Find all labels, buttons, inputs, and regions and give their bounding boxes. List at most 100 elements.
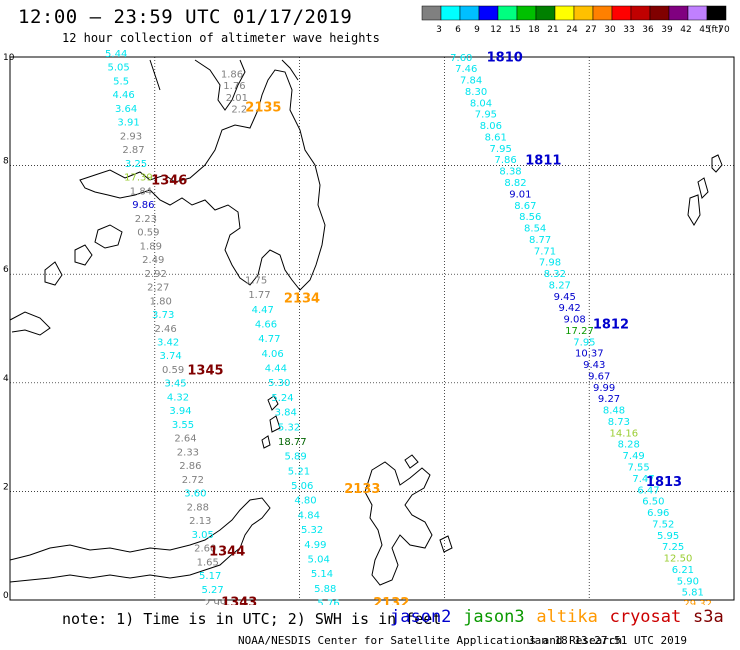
wave-height-value: 2.46 bbox=[155, 324, 177, 335]
wave-height-value: 8.48 bbox=[603, 406, 625, 417]
pass-label: 1813 bbox=[646, 475, 682, 490]
wave-height-value: 4.99 bbox=[304, 540, 326, 551]
wave-height-value: 5.32 bbox=[278, 422, 300, 433]
wave-height-value: 3.55 bbox=[172, 420, 194, 431]
wave-height-value: 3.05 bbox=[192, 530, 214, 541]
wave-height-value: 2.88 bbox=[187, 502, 209, 513]
satellite-cryosat: cryosat bbox=[609, 607, 682, 627]
pass-label: 1810 bbox=[487, 50, 523, 65]
wave-height-value: 8.32 bbox=[544, 269, 566, 280]
legend-label: 36 bbox=[642, 25, 654, 35]
wave-height-value: 1.80 bbox=[150, 296, 172, 307]
pass-label: 2135 bbox=[245, 100, 281, 115]
satellite-altika: altika bbox=[536, 607, 598, 627]
wave-height-value: 4.06 bbox=[261, 349, 283, 360]
wave-height-value: 9.99 bbox=[593, 383, 615, 394]
graticule: 1201231261291321350246810 bbox=[3, 53, 734, 601]
wave-height-value: 2.2 bbox=[231, 104, 247, 115]
legend-label: 70 bbox=[718, 25, 730, 35]
wave-height-value: 17.39 bbox=[124, 173, 153, 184]
timestamp: Jan 18 13:27:51 UTC 2019 bbox=[528, 634, 687, 647]
wave-height-value: 7.47 bbox=[632, 474, 654, 485]
wave-height-value: 2.99 bbox=[204, 599, 226, 605]
wave-height-value: 8.67 bbox=[514, 201, 536, 212]
wave-height-value: 9.67 bbox=[588, 371, 610, 382]
pass-label: 1344 bbox=[209, 544, 245, 559]
wave-height-value: 14.16 bbox=[610, 428, 639, 439]
legend-label: 39 bbox=[661, 25, 673, 35]
wave-height-value: 8.04 bbox=[470, 98, 492, 109]
legend-label: 45 bbox=[699, 25, 710, 35]
wave-height-value: 2.01 bbox=[226, 93, 248, 104]
wave-height-value: 7.71 bbox=[534, 246, 556, 257]
wave-height-value: 4.32 bbox=[167, 392, 189, 403]
pass-label: 2133 bbox=[344, 482, 380, 497]
wave-height-value: 8.77 bbox=[529, 235, 551, 246]
wave-height-value: 3.25 bbox=[125, 159, 147, 170]
wave-height-value: 12.50 bbox=[664, 554, 693, 565]
wave-height-value: 9.42 bbox=[559, 303, 581, 314]
wave-height-value: 2.93 bbox=[120, 131, 142, 142]
wave-height-value: 8.56 bbox=[519, 212, 541, 223]
wave-height-value: 1.86 bbox=[221, 70, 243, 81]
wave-height-value: 5.5 bbox=[113, 76, 129, 87]
wave-height-value: 4.47 bbox=[252, 305, 274, 316]
wave-height-value: 7.55 bbox=[627, 463, 649, 474]
wave-height-value: 17.27 bbox=[565, 326, 594, 337]
y-tick-label: 0 bbox=[3, 591, 9, 601]
wave-height-value: 6.47 bbox=[637, 485, 659, 496]
credit-line: NOAA/NESDIS Center for Satellite Applica… bbox=[238, 634, 623, 647]
wave-height-value: 7.95 bbox=[573, 337, 595, 348]
wave-height-value: 1.89 bbox=[140, 241, 162, 252]
wave-height-value: 8.38 bbox=[499, 167, 521, 178]
wave-height-value: 7.95 bbox=[490, 144, 512, 155]
wave-height-value: 3.94 bbox=[169, 406, 191, 417]
legend-label: 18 bbox=[528, 25, 540, 35]
wave-height-value: 5.04 bbox=[308, 554, 330, 565]
y-tick-label: 2 bbox=[3, 482, 9, 492]
wave-height-value: 3.60 bbox=[184, 489, 206, 500]
wave-height-value: 9.27 bbox=[598, 394, 620, 405]
wave-height-value: 8.27 bbox=[549, 280, 571, 291]
legend-label: 24 bbox=[566, 25, 578, 35]
wave-height-value: 8.73 bbox=[608, 417, 630, 428]
wave-height-map: 1201231261291321350246810 7.607.467.848.… bbox=[3, 49, 735, 605]
wave-height-value: 5.95 bbox=[657, 531, 679, 542]
wave-height-value: 2.49 bbox=[142, 255, 164, 266]
map-subtitle: 12 hour collection of altimeter wave hei… bbox=[62, 31, 380, 45]
pass-label: 1343 bbox=[221, 596, 257, 605]
wave-height-value: 1.77 bbox=[248, 290, 270, 301]
wave-height-value: 8.54 bbox=[524, 224, 546, 235]
wave-height-value: 5.05 bbox=[108, 63, 130, 74]
wave-height-value: 3.74 bbox=[159, 351, 181, 362]
y-tick-label: 8 bbox=[3, 157, 9, 167]
wave-height-value: 8.82 bbox=[504, 178, 526, 189]
wave-height-value: 1.76 bbox=[223, 81, 245, 92]
legend-label: 15 bbox=[509, 25, 520, 35]
y-tick-label: 10 bbox=[3, 53, 15, 63]
wave-height-value: 5.30 bbox=[268, 378, 290, 389]
pass-label: 2134 bbox=[284, 291, 320, 306]
wave-height-value: 7.86 bbox=[494, 155, 516, 166]
wave-height-value: 18.77 bbox=[278, 437, 307, 448]
pass-label: 1811 bbox=[525, 154, 561, 169]
wave-height-value: 8.28 bbox=[618, 440, 640, 451]
wave-height-value: 4.84 bbox=[298, 510, 320, 521]
satellite-jason2: jason2 bbox=[390, 607, 452, 627]
wave-height-value: 3.84 bbox=[275, 408, 297, 419]
wave-height-value: 9.45 bbox=[554, 292, 576, 303]
legend-label: 42 bbox=[680, 25, 691, 35]
wave-height-value: 3.73 bbox=[152, 310, 174, 321]
satellite-jason3: jason3 bbox=[463, 607, 525, 627]
wave-height-value: 5.21 bbox=[288, 466, 310, 477]
wave-height-value: 5.81 bbox=[682, 588, 704, 599]
legend-label: 21 bbox=[547, 25, 558, 35]
wave-height-value: 6.21 bbox=[672, 565, 694, 576]
wave-height-value: 9.86 bbox=[132, 200, 154, 211]
legend-label: 6 bbox=[455, 25, 461, 35]
wave-height-value: 1.75 bbox=[245, 275, 267, 286]
wave-height-value: 5.27 bbox=[202, 585, 224, 596]
wave-height-value: 2.86 bbox=[179, 461, 201, 472]
wave-height-value: 2.27 bbox=[147, 283, 169, 294]
legend-label: 27 bbox=[585, 25, 596, 35]
